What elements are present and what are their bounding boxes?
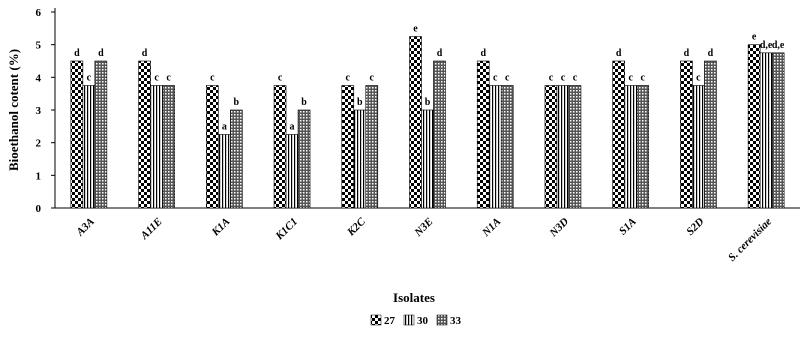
- legend-swatch-30: [403, 314, 415, 326]
- y-tick-label: 1: [36, 170, 42, 182]
- data-label: c: [166, 73, 171, 84]
- bar-30: [353, 109, 367, 209]
- x-axis: A3A A11E K1A K1C1 K2C N3E N1A N3D S1A S2D S. cerev…: [55, 207, 800, 264]
- x-tick-label: S2D: [684, 216, 706, 238]
- legend-swatch-27: [370, 314, 382, 326]
- x-tick-label: K1A: [209, 216, 232, 239]
- bars: [70, 36, 785, 209]
- data-label: b: [425, 97, 431, 108]
- bar-27: [476, 60, 490, 209]
- bar-33: [636, 85, 649, 209]
- data-label: e: [752, 32, 757, 43]
- bar-27: [70, 60, 84, 209]
- bar-33: [162, 85, 175, 209]
- bar-30: [218, 134, 231, 209]
- y-tick-label: 4: [36, 72, 42, 84]
- data-label: c: [493, 73, 498, 84]
- legend-label-33: 33: [450, 315, 462, 327]
- bar-27: [747, 44, 761, 209]
- bar-33: [94, 60, 108, 209]
- bar-30: [285, 134, 299, 209]
- bar-27: [544, 85, 558, 209]
- bar-33: [433, 60, 446, 209]
- x-tick-label: N1A: [479, 216, 503, 240]
- bar-27: [680, 60, 693, 209]
- data-label: a: [222, 122, 227, 133]
- data-label: c: [154, 73, 159, 84]
- data-label: b: [301, 97, 307, 108]
- data-label: a: [290, 122, 295, 133]
- legend-label-30: 30: [417, 315, 429, 327]
- y-tick-label: 5: [36, 40, 42, 52]
- data-label: c: [87, 73, 92, 84]
- data-label: d: [616, 48, 622, 59]
- bar-30: [421, 109, 434, 209]
- y-tick-label: 2: [36, 138, 42, 150]
- x-tick-label: S1A: [617, 216, 639, 238]
- bar-27: [409, 36, 422, 209]
- bar-33: [297, 109, 311, 209]
- x-tick-label: N3D: [547, 216, 571, 240]
- data-label: c: [573, 73, 578, 84]
- bar-27: [341, 85, 355, 209]
- data-label: c: [346, 73, 351, 84]
- data-label: d: [708, 48, 714, 59]
- bar-33: [230, 109, 243, 209]
- data-label: d: [480, 48, 486, 59]
- x-tick-label: K2C: [344, 215, 368, 239]
- legend-swatch-33: [436, 314, 448, 326]
- x-tick-label: N3E: [412, 216, 436, 240]
- bar-33: [771, 52, 785, 209]
- data-label: b: [234, 97, 240, 108]
- data-label: c: [549, 73, 554, 84]
- data-label: c: [628, 73, 633, 84]
- bar-33: [365, 85, 379, 209]
- bar-33: [568, 85, 582, 209]
- legend: 27 30 33: [370, 314, 462, 327]
- data-label: c: [696, 73, 701, 84]
- data-label: c: [210, 73, 215, 84]
- bar-30: [82, 85, 96, 209]
- data-label: b: [357, 97, 363, 108]
- data-label: c: [640, 73, 645, 84]
- y-tick-label: 3: [36, 105, 42, 117]
- data-label: c: [561, 73, 566, 84]
- bar-33: [704, 60, 717, 209]
- data-label: e: [413, 24, 418, 35]
- bar-30: [692, 85, 705, 209]
- y-tick-label: 0: [36, 203, 42, 215]
- bar-27: [206, 85, 219, 209]
- x-tick-label: A3A: [74, 216, 97, 239]
- bar-30: [759, 52, 773, 209]
- y-tick-label: 6: [36, 7, 42, 19]
- data-label: d: [142, 48, 148, 59]
- data-label: d: [98, 48, 104, 59]
- x-tick-label: A11E: [138, 216, 165, 243]
- bar-27: [612, 60, 625, 209]
- data-label: d: [437, 48, 443, 59]
- legend-label-27: 27: [384, 315, 396, 327]
- data-label: d,e: [772, 40, 785, 51]
- data-label: c: [278, 73, 283, 84]
- bar-30: [150, 85, 163, 209]
- y-axis-title: Bioethanol cotent (%): [6, 49, 21, 171]
- bar-27: [273, 85, 287, 209]
- data-label: d: [684, 48, 690, 59]
- data-label: c: [505, 73, 510, 84]
- data-label: c: [370, 73, 375, 84]
- data-label: d: [74, 48, 80, 59]
- bar-27: [138, 60, 151, 209]
- bar-30: [556, 85, 570, 209]
- x-axis-title: Isolates: [393, 290, 435, 305]
- data-label: d,e: [760, 40, 773, 51]
- y-axis: 0 1 2 3 4 5 6: [36, 7, 56, 215]
- bar-33: [500, 85, 514, 209]
- x-tick-label: K1C1: [273, 216, 300, 243]
- bar-30: [488, 85, 502, 209]
- x-tick-label: S. cerevisiae: [726, 216, 774, 264]
- bar-30: [624, 85, 637, 209]
